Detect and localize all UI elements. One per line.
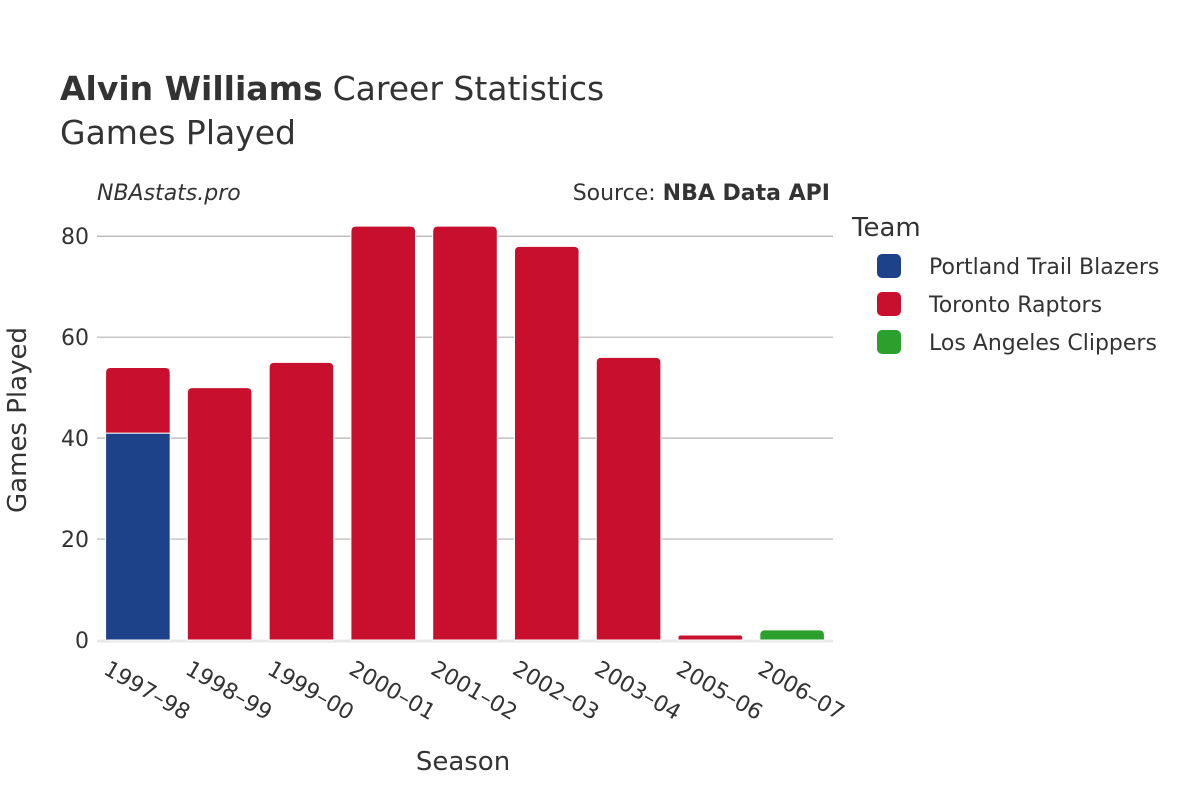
- x-tick-label: 1999–00: [263, 657, 358, 726]
- source-prefix: Source:: [573, 181, 663, 206]
- legend: Team Portland Trail Blazers Toronto Rapto…: [851, 213, 1159, 356]
- chart-subtitle: Games Played: [60, 113, 296, 152]
- bar-segment: [186, 387, 253, 641]
- x-tick-label: 2001–02: [426, 657, 521, 726]
- bar-segment: [350, 225, 417, 641]
- x-tick-label: 2000–01: [345, 657, 440, 726]
- bar-segment: [105, 366, 171, 434]
- legend-item-label: Toronto Raptors: [928, 293, 1102, 318]
- y-tick-label: 80: [61, 225, 89, 250]
- chart-title: Alvin Williams Career Statistics: [60, 69, 604, 108]
- legend-item-label: Los Angeles Clippers: [929, 331, 1157, 356]
- y-tick-label: 20: [61, 528, 89, 553]
- title-block: Alvin Williams Career Statistics Games Pl…: [60, 69, 604, 152]
- legend-swatch: [877, 254, 901, 278]
- y-tick-label: 0: [75, 629, 89, 654]
- bar-segment: [268, 361, 335, 641]
- bar-segment: [432, 225, 498, 641]
- bar-segment: [759, 629, 825, 641]
- bar-segment: [513, 245, 580, 641]
- title-rest: Career Statistics: [333, 69, 605, 108]
- x-tick-label: 2005–06: [672, 657, 767, 726]
- legend-swatch: [877, 292, 901, 316]
- x-tick-label: 1998–99: [181, 657, 276, 726]
- bar-segment: [595, 356, 662, 641]
- y-tick-label: 60: [61, 326, 89, 351]
- x-tick-label: 1997–98: [99, 657, 194, 726]
- legend-swatch: [877, 330, 901, 354]
- bar-segment: [105, 432, 171, 641]
- x-axis-ticks: 1997–981998–991999–002000–012001–022002–…: [99, 657, 848, 726]
- y-axis-title: Games Played: [3, 327, 33, 513]
- y-tick-label: 40: [61, 427, 89, 452]
- bars: [105, 225, 825, 641]
- legend-title: Team: [851, 213, 921, 243]
- legend-item-label: Portland Trail Blazers: [929, 255, 1159, 280]
- watermark: NBAstats.pro: [97, 181, 241, 206]
- source-name: NBA Data API: [663, 181, 830, 206]
- y-axis-ticks: 0 20 40 60 80: [61, 225, 89, 654]
- x-tick-label: 2003–04: [590, 657, 685, 726]
- title-player-name: Alvin Williams: [60, 69, 323, 108]
- x-tick-label: 2006–07: [754, 657, 849, 726]
- x-tick-label: 2002–03: [508, 657, 603, 726]
- bar-segment: [677, 634, 744, 641]
- source-credit: Source: NBA Data API: [573, 181, 830, 206]
- x-axis-title: Season: [416, 747, 510, 777]
